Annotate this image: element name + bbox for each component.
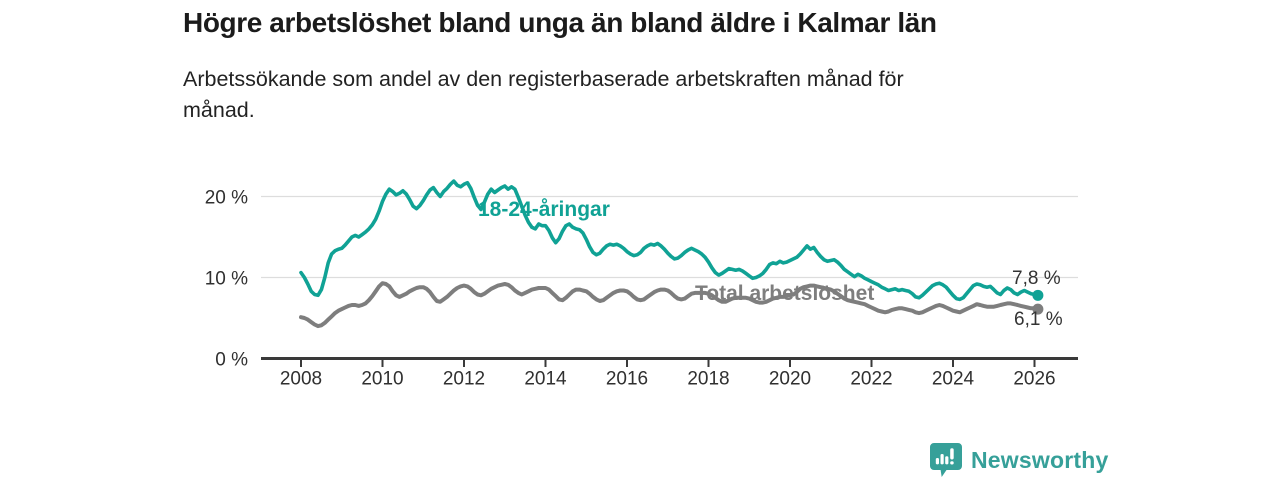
- y-tick-label-10: 10 %: [205, 269, 248, 290]
- x-tick-label-2012: 2012: [443, 369, 485, 390]
- y-tick-label-20: 20 %: [205, 188, 248, 209]
- x-tick-label-2018: 2018: [687, 369, 729, 390]
- chart-subtitle: Arbetssökande som andel av den registerb…: [183, 64, 904, 126]
- x-tick-label-2008: 2008: [280, 369, 322, 390]
- x-tick-label-2010: 2010: [361, 369, 403, 390]
- x-tick-label-2022: 2022: [850, 369, 892, 390]
- series-label-total-arbetsloshet: Total arbetslöshet: [695, 282, 875, 305]
- newsworthy-logo[interactable]: Newsworthy: [929, 442, 1108, 478]
- series-label-18-24-aringar: 18-24-åringar: [478, 198, 610, 221]
- y-tick-label-0: 0 %: [215, 350, 248, 371]
- chart-title: Högre arbetslöshet bland unga än bland ä…: [183, 7, 937, 38]
- x-tick-label-2024: 2024: [932, 369, 975, 390]
- newsworthy-speech-bubble-chart-icon: [930, 443, 962, 477]
- chart-subtitle-line1: Arbetssökande som andel av den registerb…: [183, 67, 904, 91]
- newsworthy-wordmark: Newsworthy: [971, 446, 1109, 473]
- series-line-total-arbetsl-shet: [299, 281, 1040, 329]
- series-end-dot-total-arbetsl-shet: [1032, 303, 1044, 315]
- series-line-18-24-ringar: [299, 179, 1040, 302]
- chart-subtitle-line2: månad.: [183, 98, 255, 122]
- end-value-label-total: 6,1 %: [1014, 309, 1063, 330]
- end-value-label-18-24: 7,8 %: [1012, 268, 1061, 289]
- x-tick-label-2014: 2014: [524, 369, 567, 390]
- x-tick-label-2020: 2020: [769, 369, 811, 390]
- series-end-dot-18-24-ringar: [1032, 289, 1044, 301]
- x-tick-label-2026: 2026: [1013, 369, 1055, 390]
- x-tick-label-2016: 2016: [606, 369, 648, 390]
